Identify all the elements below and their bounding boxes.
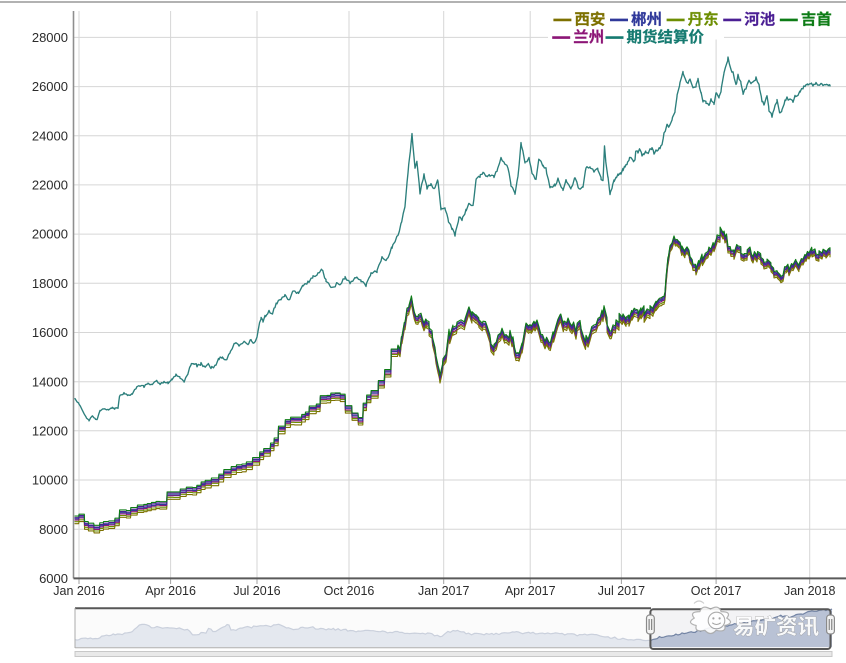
svg-text:18000: 18000	[32, 276, 68, 291]
svg-text:22000: 22000	[32, 178, 68, 193]
svg-text:Jan 2017: Jan 2017	[418, 584, 469, 598]
svg-text:Apr 2016: Apr 2016	[145, 584, 196, 598]
svg-text:12000: 12000	[32, 423, 68, 438]
svg-text:Jul 2016: Jul 2016	[233, 584, 280, 598]
svg-text:20000: 20000	[32, 227, 68, 242]
svg-text:Apr 2017: Apr 2017	[505, 584, 556, 598]
svg-text:Jan 2016: Jan 2016	[53, 584, 104, 598]
svg-text:Jul 2017: Jul 2017	[598, 584, 645, 598]
svg-text:14000: 14000	[32, 374, 68, 389]
svg-text:26000: 26000	[32, 79, 68, 94]
svg-text:16000: 16000	[32, 325, 68, 340]
svg-text:24000: 24000	[32, 128, 68, 143]
svg-text:Jan 2018: Jan 2018	[784, 584, 835, 598]
svg-text:6000: 6000	[39, 571, 68, 586]
svg-text:28000: 28000	[32, 30, 68, 45]
svg-text:8000: 8000	[39, 522, 68, 537]
svg-text:10000: 10000	[32, 473, 68, 488]
svg-text:Oct 2016: Oct 2016	[324, 584, 375, 598]
svg-text:Oct 2017: Oct 2017	[691, 584, 742, 598]
